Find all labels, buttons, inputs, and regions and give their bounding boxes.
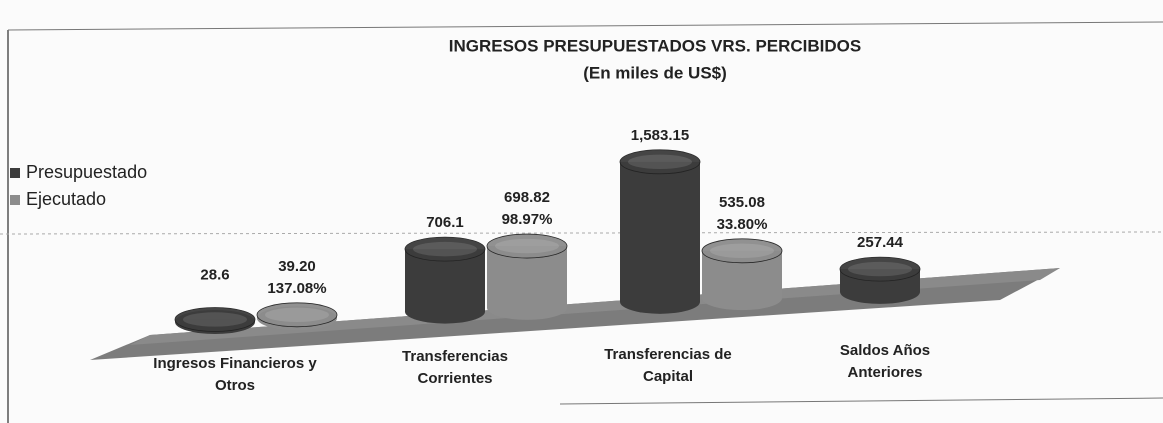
legend-swatch xyxy=(10,195,20,205)
cylinder-top xyxy=(619,149,701,175)
value-label: 1,583.15 xyxy=(631,127,689,144)
value-label: 535.08 xyxy=(719,194,765,211)
cylinder-top xyxy=(839,256,921,282)
category-label: Transferencias Corrientes xyxy=(402,348,508,387)
value-label: 698.82 xyxy=(504,189,550,206)
cylinder-highlight xyxy=(710,243,774,258)
legend-label: Presupuestado xyxy=(26,162,147,182)
cylinder-highlight xyxy=(848,261,912,277)
cylinder-highlight xyxy=(265,307,329,323)
scan-line xyxy=(0,231,1163,235)
value-label: 39.20 xyxy=(278,258,316,275)
value-label: 257.44 xyxy=(857,234,904,251)
value-label: 706.1 xyxy=(426,214,464,231)
frame xyxy=(559,397,1163,405)
bar xyxy=(620,161,700,302)
percent-label: 98.97% xyxy=(502,211,553,228)
cylinder-highlight xyxy=(628,154,692,170)
cylinder-top xyxy=(174,307,256,332)
cylinder-top xyxy=(701,238,783,264)
category-label: Saldos Años Anteriores xyxy=(839,342,931,381)
cylinder-top xyxy=(486,233,568,259)
percent-label: 33.80% xyxy=(717,216,768,233)
legend-swatch xyxy=(10,168,20,178)
frame xyxy=(7,21,1163,31)
cylinder-highlight xyxy=(183,312,247,327)
chart-subtitle: (En miles de US$) xyxy=(583,63,727,82)
cylinder-top xyxy=(256,302,338,328)
category-label: Ingresos Financieros y Otros xyxy=(153,355,317,394)
value-label: 28.6 xyxy=(200,266,229,283)
floor-edge xyxy=(130,268,1060,345)
category-label: Transferencias de Capital xyxy=(604,346,732,385)
percent-label: 137.08% xyxy=(267,280,326,297)
chart-title: INGRESOS PRESUPUESTADOS VRS. PERCIBIDOS xyxy=(449,36,861,55)
legend-label: Ejecutado xyxy=(26,189,106,209)
cylinder-highlight xyxy=(413,241,477,257)
cylinder-highlight xyxy=(495,238,559,254)
cylinder-top xyxy=(404,236,486,262)
